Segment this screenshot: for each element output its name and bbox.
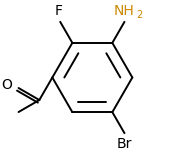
Text: F: F: [54, 4, 62, 18]
Text: O: O: [2, 78, 12, 92]
Text: 2: 2: [136, 10, 143, 20]
Text: NH: NH: [114, 4, 135, 18]
Text: Br: Br: [117, 137, 132, 151]
